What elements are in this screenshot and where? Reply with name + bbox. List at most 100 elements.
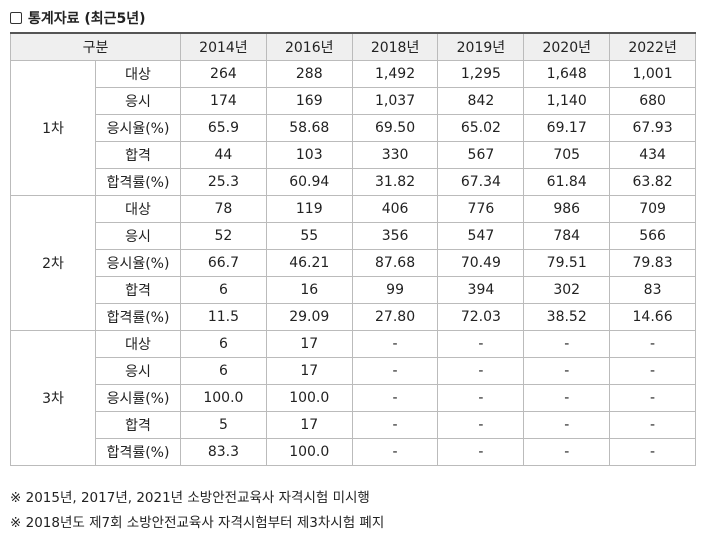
header-row: 구분 2014년 2016년 2018년 2019년 2020년 2022년 — [10, 32, 696, 61]
data-row: 합격 44 103 330 567 705 434 — [11, 141, 696, 169]
value-cell: 52 — [180, 222, 267, 250]
value-cell: 60.94 — [265, 168, 353, 196]
data-row: 응시 6 17- - - - — [11, 357, 696, 385]
data-row: 응시율(%) 65.9 58.68 69.50 65.02 69.17 67.93 — [11, 114, 696, 142]
value-cell: 986 — [523, 195, 611, 223]
title-text: 통계자료 (최근5년) — [28, 11, 146, 27]
note: ※ 2015년, 2017년, 2021년 소방안전교육사 자격시험 미시행 — [10, 490, 370, 506]
value-cell: 566 — [609, 222, 696, 250]
value-cell: - — [351, 438, 439, 466]
value-cell: 680 — [609, 87, 696, 115]
group-label: 1차 — [10, 60, 96, 196]
value-cell: 29.09 — [265, 303, 353, 331]
value-cell: 842 — [437, 87, 525, 115]
value-cell: 288 — [265, 60, 353, 88]
row-label: 합격률(%) — [95, 168, 181, 196]
group-label: 2차 — [10, 195, 96, 331]
value-cell: 100.0 — [180, 384, 267, 412]
value-cell: 69.17 — [523, 114, 611, 142]
header-cell: 2019년 — [437, 32, 525, 61]
value-cell: 1,295 — [437, 60, 525, 88]
row-label: 대상 — [95, 195, 181, 223]
header-cell: 2016년 — [265, 32, 353, 61]
value-cell: 434 — [609, 141, 696, 169]
row-label: 응시 — [95, 357, 181, 385]
data-row: 합격 5 17- - - - — [11, 411, 696, 439]
row-label: 대상 — [95, 330, 181, 358]
value-cell: 65.02 — [437, 114, 525, 142]
value-cell: - — [609, 438, 696, 466]
value-cell: 1,037 — [351, 87, 439, 115]
value-cell: - — [523, 438, 611, 466]
value-cell: 119 — [265, 195, 353, 223]
value-cell: 169 — [265, 87, 353, 115]
data-row: 합격 6 16 99 394 302 83 — [11, 276, 696, 304]
value-cell: 66.7 — [180, 249, 267, 277]
data-row: 합격률(%) 83.3 100.0- - - - — [11, 438, 696, 466]
value-cell: 27.80 — [351, 303, 439, 331]
value-cell: 6 — [180, 330, 267, 358]
value-cell: 100.0 — [265, 438, 353, 466]
value-cell: - — [609, 330, 696, 358]
data-row: 응시률(%) 100.0 100.0- - - - — [11, 384, 696, 412]
value-cell: 83.3 — [180, 438, 267, 466]
row-label: 합격률(%) — [95, 438, 181, 466]
header-cell: 2022년 — [609, 32, 696, 61]
header-cell: 2014년 — [180, 32, 267, 61]
row-label: 합격 — [95, 141, 181, 169]
row-label: 응시률(%) — [95, 384, 181, 412]
value-cell: 784 — [523, 222, 611, 250]
value-cell: 79.83 — [609, 249, 696, 277]
value-cell: 38.52 — [523, 303, 611, 331]
value-cell: - — [437, 384, 525, 412]
header-cell: 구분 — [10, 32, 181, 61]
value-cell: - — [437, 357, 525, 385]
value-cell: 394 — [437, 276, 525, 304]
header-cell: 2020년 — [523, 32, 611, 61]
value-cell: - — [523, 330, 611, 358]
row-label: 대상 — [95, 60, 181, 88]
value-cell: 99 — [351, 276, 439, 304]
value-cell: 17 — [265, 330, 353, 358]
value-cell: - — [609, 357, 696, 385]
note: ※ 2018년도 제7회 소방안전교육사 자격시험부터 제3차시험 폐지 — [10, 515, 385, 531]
value-cell: 264 — [180, 60, 267, 88]
value-cell: 356 — [351, 222, 439, 250]
value-cell: 58.68 — [265, 114, 353, 142]
data-row: 3차 대상 6 17- - - - — [10, 330, 696, 466]
value-cell: 63.82 — [609, 168, 696, 196]
value-cell: 17 — [265, 357, 353, 385]
value-cell: - — [351, 330, 439, 358]
value-cell: 547 — [437, 222, 525, 250]
value-cell: 11.5 — [180, 303, 267, 331]
value-cell: 5 — [180, 411, 267, 439]
data-row: 합격률(%) 25.3 60.94 31.82 67.34 61.84 63.82 — [11, 168, 696, 196]
header-cell: 2018년 — [351, 32, 439, 61]
value-cell: 67.93 — [609, 114, 696, 142]
value-cell: 87.68 — [351, 249, 439, 277]
row-label: 합격 — [95, 276, 181, 304]
row-label: 응시율(%) — [95, 114, 181, 142]
notes: ※ 2015년, 2017년, 2021년 소방안전교육사 자격시험 미시행 ※ … — [10, 486, 384, 536]
value-cell: 65.9 — [180, 114, 267, 142]
data-row: 2차 대상 78 119 406 776 986 709 — [10, 195, 696, 331]
value-cell: - — [437, 411, 525, 439]
value-cell: 1,492 — [351, 60, 439, 88]
value-cell: - — [437, 330, 525, 358]
value-cell: - — [351, 411, 439, 439]
value-cell: 330 — [351, 141, 439, 169]
value-cell: - — [523, 357, 611, 385]
stats-table: 구분 2014년 2016년 2018년 2019년 2020년 2022년 1차 대상 264 2… — [10, 32, 696, 466]
value-cell: 174 — [180, 87, 267, 115]
value-cell: 406 — [351, 195, 439, 223]
data-row: 응시율(%) 66.7 46.21 87.68 70.49 79.51 79.83 — [11, 249, 696, 277]
value-cell: - — [437, 438, 525, 466]
row-label: 합격률(%) — [95, 303, 181, 331]
title-icon — [10, 12, 22, 24]
data-row: 응시 174 169 1,037 842 1,140 680 — [11, 87, 696, 115]
row-label: 합격 — [95, 411, 181, 439]
value-cell: 79.51 — [523, 249, 611, 277]
value-cell: 69.50 — [351, 114, 439, 142]
data-row: 응시 52 55 356 547 784 566 — [11, 222, 696, 250]
